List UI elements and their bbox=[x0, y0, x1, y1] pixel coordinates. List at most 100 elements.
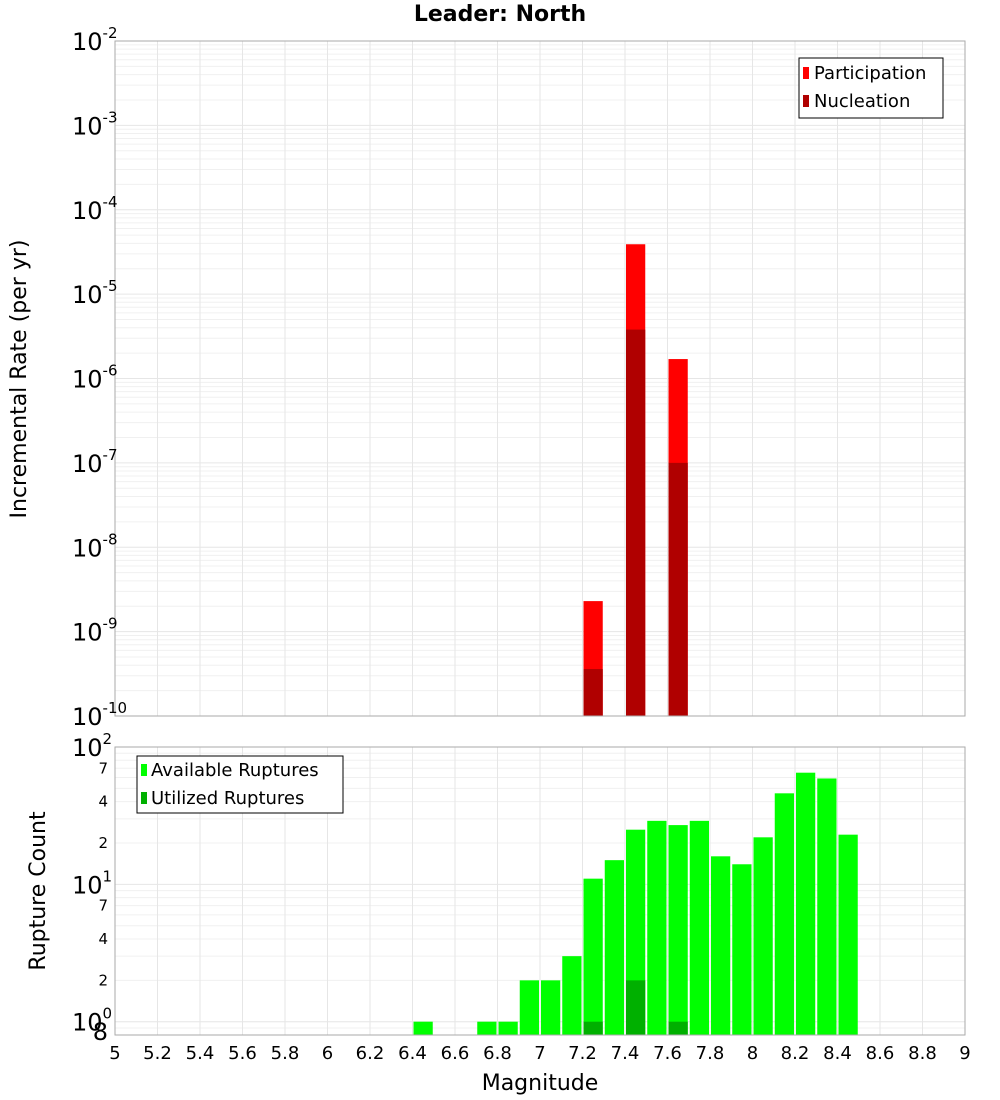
x-tick-label: 6.6 bbox=[441, 1043, 470, 1064]
y-tick-exponent: -9 bbox=[103, 615, 118, 633]
nucleation-bar bbox=[668, 462, 688, 716]
y-tick-base: 10 bbox=[72, 197, 103, 225]
y-tick-label: 10-10 bbox=[72, 699, 127, 731]
x-tick-label: 5 bbox=[109, 1043, 120, 1064]
y-tick-exponent: -10 bbox=[103, 699, 128, 717]
x-tick-label: 8.2 bbox=[781, 1043, 810, 1064]
y-axis-title: Rupture Count bbox=[26, 811, 51, 971]
y-minor-tick-label: 4 bbox=[98, 793, 108, 811]
legend-label: Participation bbox=[814, 63, 926, 84]
utilized-ruptures-bar bbox=[668, 1021, 688, 1035]
x-tick-label: 8 bbox=[747, 1043, 758, 1064]
available-ruptures-bar bbox=[413, 1021, 433, 1035]
legend-label: Available Ruptures bbox=[151, 760, 319, 781]
y-tick-base: 10 bbox=[72, 112, 103, 140]
rate-chart: 10-1010-910-810-710-610-510-410-310-2Inc… bbox=[7, 24, 966, 731]
y-tick-base: 10 bbox=[72, 871, 103, 899]
x-tick-label: 7.4 bbox=[611, 1043, 640, 1064]
y-tick-exponent: -4 bbox=[103, 193, 118, 211]
y-tick-label: 10-3 bbox=[72, 108, 118, 140]
y-minor-tick-label: 2 bbox=[98, 834, 108, 852]
nucleation-bar bbox=[583, 669, 603, 716]
y-tick-exponent: -3 bbox=[103, 108, 118, 126]
available-ruptures-bar bbox=[647, 820, 667, 1035]
legend-label: Nucleation bbox=[814, 91, 910, 112]
x-tick-label: 6.8 bbox=[483, 1043, 512, 1064]
available-ruptures-bar bbox=[477, 1021, 497, 1035]
y-tick-label: 10-7 bbox=[72, 446, 118, 478]
x-tick-label: 7.8 bbox=[696, 1043, 725, 1064]
x-tick-label: 7.6 bbox=[653, 1043, 682, 1064]
y-tick-exponent: 0 bbox=[103, 1005, 113, 1023]
y-tick-exponent: -7 bbox=[103, 446, 118, 464]
plot-frame bbox=[114, 746, 966, 1036]
x-tick-label: 8.6 bbox=[866, 1043, 895, 1064]
available-ruptures-bar bbox=[817, 778, 837, 1035]
x-tick-label: 6.4 bbox=[398, 1043, 427, 1064]
available-ruptures-bar bbox=[668, 825, 688, 1035]
y-tick-base: 10 bbox=[72, 28, 103, 56]
y-tick-base: 10 bbox=[72, 450, 103, 478]
legend-box bbox=[136, 755, 344, 814]
y-tick-base: 10 bbox=[72, 366, 103, 394]
y-tick-label: 10-8 bbox=[72, 530, 118, 562]
available-ruptures-bar bbox=[583, 878, 603, 1035]
legend-box bbox=[798, 57, 944, 119]
page-title: Leader: North bbox=[413, 2, 587, 27]
y-minor-tick-label: 7 bbox=[98, 897, 108, 915]
legend-swatch bbox=[141, 792, 147, 804]
x-tick-label: 6 bbox=[322, 1043, 333, 1064]
y-tick-exponent: -5 bbox=[103, 277, 118, 295]
x-tick-label: 7 bbox=[534, 1043, 545, 1064]
x-tick-label: 7.2 bbox=[568, 1043, 597, 1064]
y-tick-label: 10-6 bbox=[72, 362, 118, 394]
available-ruptures-bar bbox=[753, 837, 773, 1035]
available-ruptures-bar bbox=[838, 834, 858, 1035]
y-tick-exponent: -2 bbox=[103, 24, 118, 42]
y-tick-label: 102 bbox=[72, 730, 112, 762]
x-tick-label: 5.2 bbox=[143, 1043, 172, 1064]
available-ruptures-bar bbox=[711, 856, 731, 1035]
nucleation-bar bbox=[626, 329, 646, 716]
y-minor-tick-label: 8 bbox=[93, 1018, 108, 1046]
x-tick-label: 5.6 bbox=[228, 1043, 257, 1064]
available-ruptures-bar bbox=[519, 980, 539, 1035]
y-tick-exponent: 1 bbox=[103, 867, 113, 885]
plot-frame bbox=[114, 40, 966, 717]
utilized-ruptures-bar bbox=[626, 980, 646, 1035]
legend-swatch bbox=[803, 95, 809, 107]
y-tick-base: 10 bbox=[72, 703, 103, 731]
y-tick-label: 10-2 bbox=[72, 24, 118, 56]
y-axis-title: Incremental Rate (per yr) bbox=[7, 240, 32, 519]
available-ruptures-bar bbox=[796, 772, 816, 1035]
y-tick-exponent: -6 bbox=[103, 362, 118, 380]
y-minor-tick-label: 2 bbox=[98, 971, 108, 989]
y-minor-tick-label: 4 bbox=[98, 930, 108, 948]
y-tick-base: 10 bbox=[72, 619, 103, 647]
y-tick-base: 10 bbox=[72, 534, 103, 562]
available-ruptures-bar bbox=[541, 980, 561, 1035]
x-tick-label: 8.4 bbox=[823, 1043, 852, 1064]
x-tick-label: 6.2 bbox=[356, 1043, 385, 1064]
available-ruptures-bar bbox=[562, 956, 582, 1035]
y-tick-label: 100 bbox=[72, 1005, 112, 1037]
y-tick-base: 10 bbox=[72, 1009, 103, 1037]
y-tick-exponent: -8 bbox=[103, 530, 118, 548]
y-tick-label: 101 bbox=[72, 867, 112, 899]
available-ruptures-bar bbox=[732, 864, 752, 1035]
legend-label: Utilized Ruptures bbox=[151, 788, 304, 809]
utilized-ruptures-bar bbox=[583, 1021, 603, 1035]
y-tick-base: 10 bbox=[72, 734, 103, 762]
available-ruptures-bar bbox=[604, 860, 624, 1035]
legend-swatch bbox=[803, 67, 809, 79]
y-tick-exponent: 2 bbox=[103, 730, 113, 748]
y-tick-base: 10 bbox=[72, 281, 103, 309]
x-tick-label: 9 bbox=[959, 1043, 970, 1064]
legend-swatch bbox=[141, 764, 147, 776]
y-minor-tick-label: 7 bbox=[98, 759, 108, 777]
y-tick-label: 10-5 bbox=[72, 277, 118, 309]
x-tick-label: 5.4 bbox=[186, 1043, 215, 1064]
y-tick-label: 10-9 bbox=[72, 615, 118, 647]
available-ruptures-bar bbox=[689, 820, 709, 1035]
